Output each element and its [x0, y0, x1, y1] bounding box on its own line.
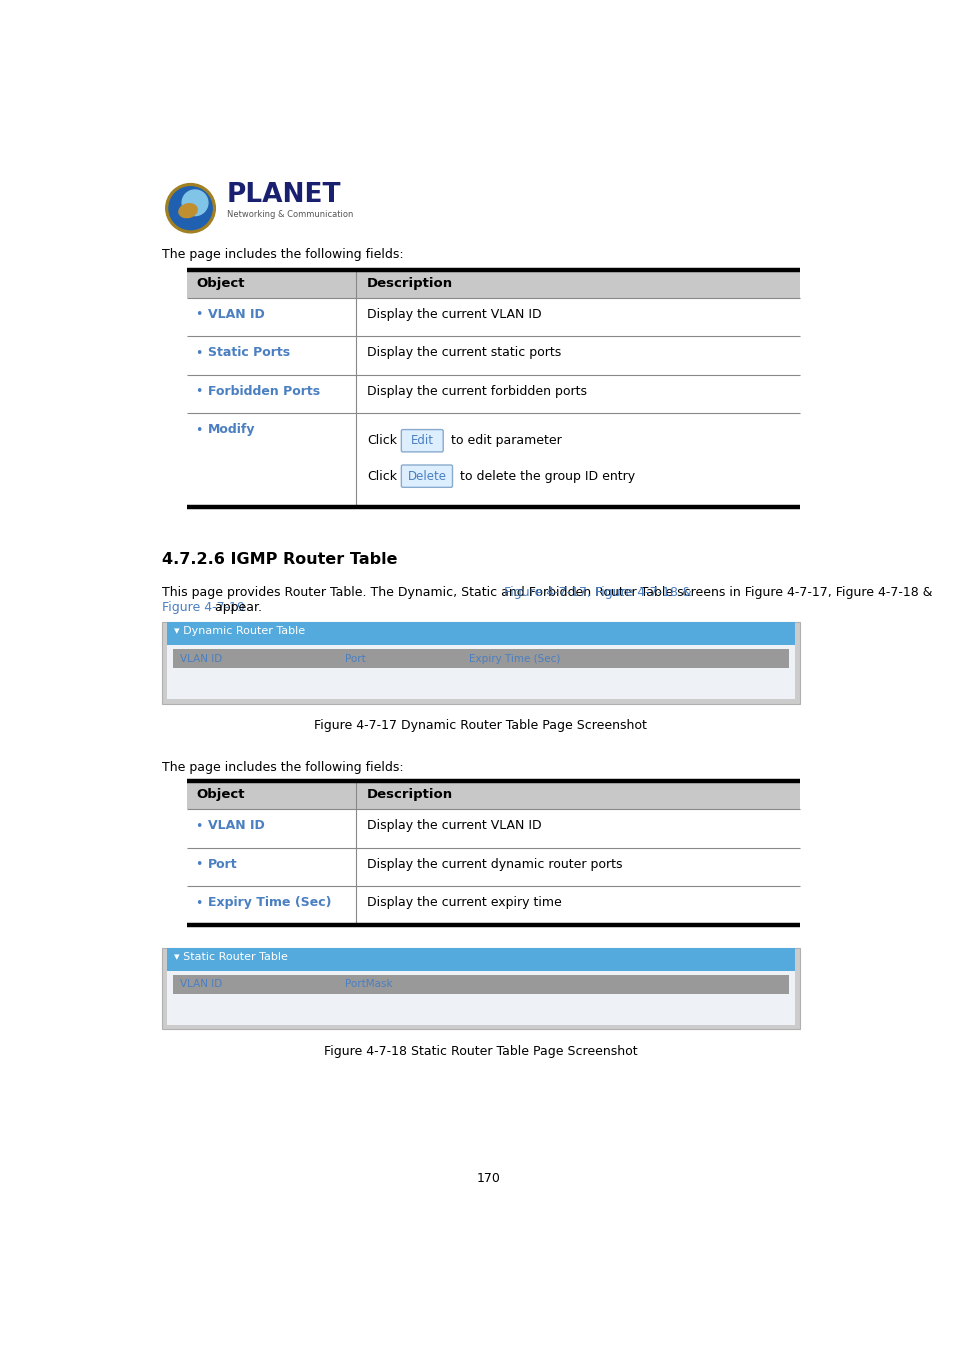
Text: VLAN ID: VLAN ID	[180, 979, 222, 990]
Text: Delete: Delete	[407, 470, 446, 483]
Text: Object: Object	[196, 277, 245, 290]
Bar	[162, 622, 799, 703]
Text: •: •	[195, 896, 202, 910]
Bar	[172, 649, 788, 668]
Text: 4.7.2.6 IGMP Router Table: 4.7.2.6 IGMP Router Table	[162, 552, 397, 567]
Text: VLAN ID: VLAN ID	[208, 819, 264, 832]
Circle shape	[166, 184, 215, 232]
Text: •: •	[195, 819, 202, 833]
Ellipse shape	[179, 204, 197, 217]
Text: •: •	[195, 308, 202, 321]
Text: Figure 4-7-18 Static Router Table Page Screenshot: Figure 4-7-18 Static Router Table Page S…	[324, 1045, 637, 1058]
FancyBboxPatch shape	[401, 464, 452, 487]
Bar	[187, 270, 799, 297]
Text: Edit: Edit	[411, 435, 434, 447]
Text: VLAN ID: VLAN ID	[208, 308, 264, 320]
Bar	[167, 622, 794, 645]
FancyBboxPatch shape	[401, 429, 443, 452]
Text: to edit parameter: to edit parameter	[451, 435, 561, 447]
Text: Description: Description	[367, 277, 453, 290]
Bar	[187, 886, 799, 925]
Bar	[167, 948, 794, 971]
Bar	[187, 374, 799, 413]
Text: Port: Port	[344, 653, 365, 664]
Text: The page includes the following fields:: The page includes the following fields:	[162, 760, 403, 774]
Text: •: •	[195, 859, 202, 872]
Text: Display the current VLAN ID: Display the current VLAN ID	[367, 308, 541, 320]
Text: Figure 4-7-17, Figure 4-7-18 &: Figure 4-7-17, Figure 4-7-18 &	[503, 586, 691, 598]
Text: Display the current forbidden ports: Display the current forbidden ports	[367, 385, 587, 397]
Text: Display the current static ports: Display the current static ports	[367, 346, 561, 359]
Bar	[187, 297, 799, 336]
Text: VLAN ID: VLAN ID	[180, 653, 222, 664]
Text: Display the current expiry time: Display the current expiry time	[367, 896, 561, 909]
Bar	[162, 948, 799, 1030]
Text: Figure 4-7-19: Figure 4-7-19	[162, 601, 245, 614]
Text: Display the current VLAN ID: Display the current VLAN ID	[367, 819, 541, 832]
Bar	[172, 975, 788, 994]
Text: Static Ports: Static Ports	[208, 346, 290, 359]
Text: 170: 170	[476, 1172, 500, 1184]
Text: Expiry Time (Sec): Expiry Time (Sec)	[468, 653, 559, 664]
Bar	[187, 336, 799, 374]
Bar	[187, 848, 799, 886]
Text: Modify: Modify	[208, 423, 254, 436]
Text: This page provides Router Table. The Dynamic, Static and Forbidden Router Table : This page provides Router Table. The Dyn…	[162, 586, 931, 598]
Text: ▾ Dynamic Router Table: ▾ Dynamic Router Table	[174, 626, 305, 636]
Text: •: •	[195, 385, 202, 398]
Text: Object: Object	[196, 788, 245, 802]
Bar	[167, 645, 794, 699]
Bar	[187, 413, 799, 508]
Text: Click: Click	[367, 435, 396, 447]
Text: •: •	[195, 347, 202, 360]
Text: Expiry Time (Sec): Expiry Time (Sec)	[208, 896, 331, 909]
Bar	[187, 809, 799, 848]
Text: Figure 4-7-17 Dynamic Router Table Page Screenshot: Figure 4-7-17 Dynamic Router Table Page …	[314, 720, 646, 732]
Text: PLANET: PLANET	[227, 182, 341, 208]
Text: ▾ Static Router Table: ▾ Static Router Table	[174, 952, 288, 963]
Circle shape	[169, 186, 212, 230]
Text: to delete the group ID entry: to delete the group ID entry	[459, 470, 635, 483]
Text: Port: Port	[208, 857, 237, 871]
Text: appear.: appear.	[211, 601, 261, 614]
Text: •: •	[195, 424, 202, 437]
Circle shape	[182, 190, 208, 216]
Bar	[167, 971, 794, 1025]
Text: Display the current dynamic router ports: Display the current dynamic router ports	[367, 857, 622, 871]
Text: Networking & Communication: Networking & Communication	[227, 209, 353, 219]
Text: Forbidden Ports: Forbidden Ports	[208, 385, 319, 397]
Bar	[187, 782, 799, 809]
Text: Click: Click	[367, 470, 396, 483]
Text: Description: Description	[367, 788, 453, 802]
Text: PortMask: PortMask	[344, 979, 392, 990]
Text: The page includes the following fields:: The page includes the following fields:	[162, 248, 403, 262]
